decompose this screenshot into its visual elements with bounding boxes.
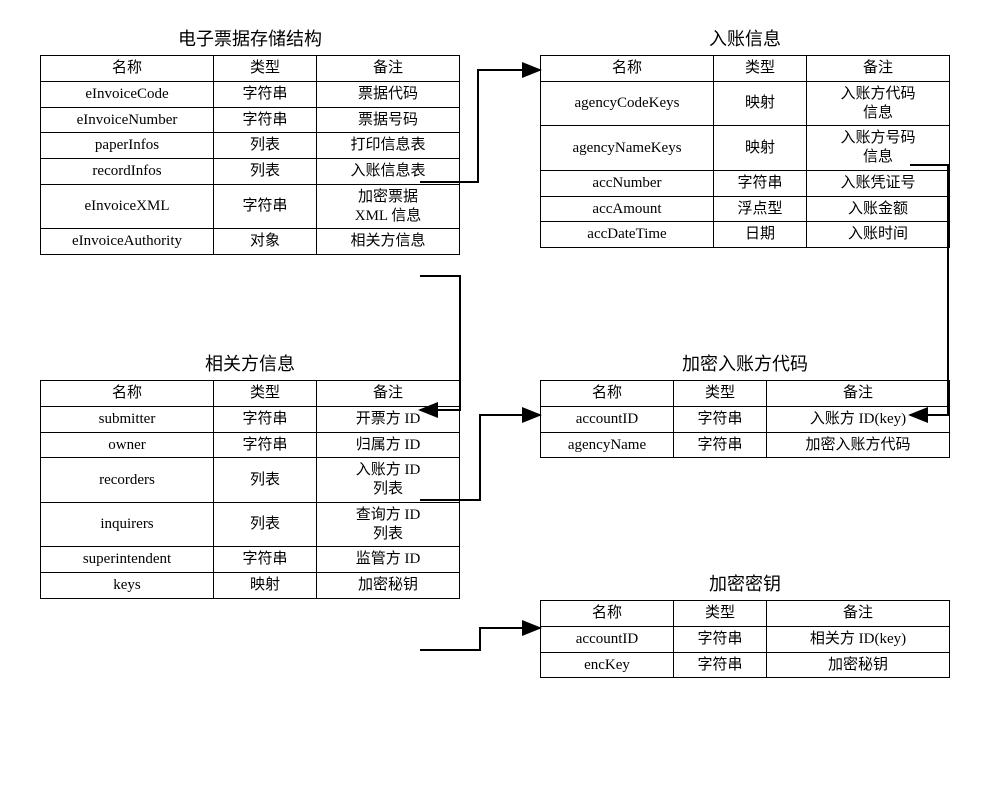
table-block-recordinfo: 入账信息 名称 类型 备注 agencyCodeKeys映射入账方代码信息 ag…: [540, 25, 950, 248]
col-remark: 备注: [767, 381, 950, 407]
col-type: 类型: [714, 56, 807, 82]
table-row: keys映射加密秘钥: [41, 573, 460, 599]
table-row: agencyNameKeys映射入账方号码信息: [541, 126, 950, 171]
table-einvoice: 名称 类型 备注 eInvoiceCode字符串票据代码 eInvoiceNum…: [40, 55, 460, 255]
table-block-authority: 相关方信息 名称 类型 备注 submitter字符串开票方 ID owner字…: [40, 350, 460, 599]
table-header-row: 名称 类型 备注: [41, 381, 460, 407]
table-header-row: 名称 类型 备注: [41, 56, 460, 82]
col-type: 类型: [214, 56, 317, 82]
table-block-agencycode: 加密入账方代码 名称 类型 备注 accountID字符串入账方 ID(key)…: [540, 350, 950, 458]
table-row: eInvoiceXML字符串加密票据XML 信息: [41, 184, 460, 229]
table-title: 入账信息: [540, 25, 950, 51]
table-header-row: 名称 类型 备注: [541, 381, 950, 407]
col-name: 名称: [41, 56, 214, 82]
table-row: accountID字符串入账方 ID(key): [541, 406, 950, 432]
table-row: inquirers列表查询方 ID列表: [41, 502, 460, 547]
table-row: accNumber字符串入账凭证号: [541, 170, 950, 196]
table-row: encKey字符串加密秘钥: [541, 652, 950, 678]
table-header-row: 名称 类型 备注: [541, 56, 950, 82]
col-remark: 备注: [317, 381, 460, 407]
table-row: agencyName字符串加密入账方代码: [541, 432, 950, 458]
table-block-einvoice: 电子票据存储结构 名称 类型 备注 eInvoiceCode字符串票据代码 eI…: [40, 25, 460, 255]
table-row: eInvoiceCode字符串票据代码: [41, 81, 460, 107]
col-type: 类型: [674, 601, 767, 627]
table-row: recorders列表入账方 ID列表: [41, 458, 460, 503]
table-row: eInvoiceNumber字符串票据号码: [41, 107, 460, 133]
table-row: owner字符串归属方 ID: [41, 432, 460, 458]
table-row: superintendent字符串监管方 ID: [41, 547, 460, 573]
table-header-row: 名称 类型 备注: [541, 601, 950, 627]
table-row: recordInfos列表入账信息表: [41, 159, 460, 185]
table-enckey: 名称 类型 备注 accountID字符串相关方 ID(key) encKey字…: [540, 600, 950, 678]
col-name: 名称: [541, 601, 674, 627]
col-type: 类型: [214, 381, 317, 407]
col-type: 类型: [674, 381, 767, 407]
col-remark: 备注: [767, 601, 950, 627]
table-row: agencyCodeKeys映射入账方代码信息: [541, 81, 950, 126]
table-row: eInvoiceAuthority对象相关方信息: [41, 229, 460, 255]
diagram-canvas: 电子票据存储结构 名称 类型 备注 eInvoiceCode字符串票据代码 eI…: [10, 10, 1000, 785]
col-name: 名称: [41, 381, 214, 407]
table-title: 相关方信息: [40, 350, 460, 376]
table-title: 电子票据存储结构: [40, 25, 460, 51]
table-row: paperInfos列表打印信息表: [41, 133, 460, 159]
col-name: 名称: [541, 381, 674, 407]
table-row: accAmount浮点型入账金额: [541, 196, 950, 222]
table-title: 加密入账方代码: [540, 350, 950, 376]
table-row: accountID字符串相关方 ID(key): [541, 626, 950, 652]
table-row: accDateTime日期入账时间: [541, 222, 950, 248]
table-authority: 名称 类型 备注 submitter字符串开票方 ID owner字符串归属方 …: [40, 380, 460, 599]
col-name: 名称: [541, 56, 714, 82]
table-block-enckey: 加密密钥 名称 类型 备注 accountID字符串相关方 ID(key) en…: [540, 570, 950, 678]
table-row: submitter字符串开票方 ID: [41, 406, 460, 432]
table-agencycode: 名称 类型 备注 accountID字符串入账方 ID(key) agencyN…: [540, 380, 950, 458]
col-remark: 备注: [807, 56, 950, 82]
table-title: 加密密钥: [540, 570, 950, 596]
col-remark: 备注: [317, 56, 460, 82]
table-recordinfo: 名称 类型 备注 agencyCodeKeys映射入账方代码信息 agencyN…: [540, 55, 950, 248]
